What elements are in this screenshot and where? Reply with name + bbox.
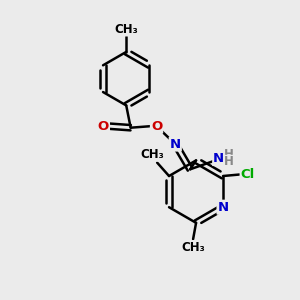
Text: H: H <box>224 148 234 161</box>
Text: CH₃: CH₃ <box>114 22 138 35</box>
Text: CH₃: CH₃ <box>141 148 165 161</box>
Text: H: H <box>224 155 234 168</box>
Text: O: O <box>98 120 109 133</box>
Text: N: N <box>213 152 224 165</box>
Text: Cl: Cl <box>241 168 255 181</box>
Text: O: O <box>151 120 162 133</box>
Text: N: N <box>218 201 229 214</box>
Text: CH₃: CH₃ <box>181 241 205 254</box>
Text: N: N <box>170 138 181 151</box>
